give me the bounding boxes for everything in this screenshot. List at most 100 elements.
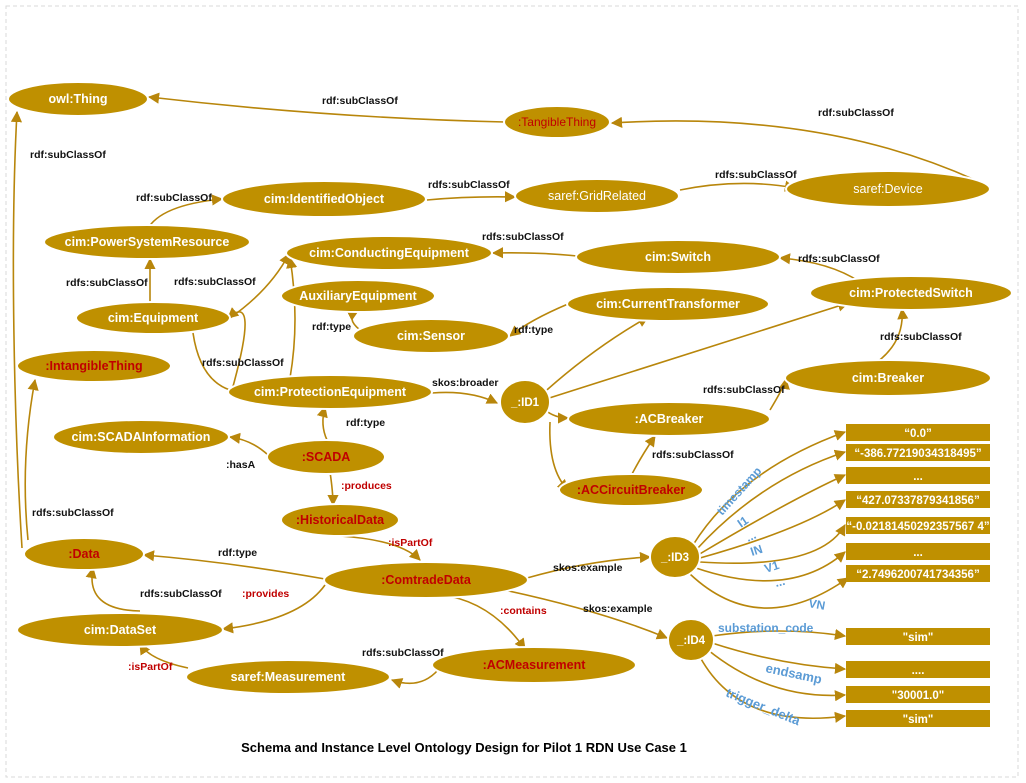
value-box: “2.7496200741734356” xyxy=(846,565,990,582)
svg-text:"30001.0": "30001.0" xyxy=(892,690,944,702)
svg-text:...: ... xyxy=(913,547,923,559)
svg-text:cim:SCADAInformation: cim:SCADAInformation xyxy=(72,430,211,444)
svg-text:...: ... xyxy=(913,471,923,483)
node-historical-data[interactable]: :HistoricalData xyxy=(280,503,400,537)
svg-text::Data: :Data xyxy=(68,547,100,561)
node-id3[interactable]: _:ID3 xyxy=(649,535,701,579)
label-switch-conducting: rdfs:subClassOf xyxy=(482,231,564,243)
node-ac-measurement[interactable]: :ACMeasurement xyxy=(431,646,637,684)
node-switch[interactable]: cim:Switch xyxy=(575,239,781,275)
label-acm-measurement: rdfs:subClassOf xyxy=(362,647,444,659)
node-current-transformer[interactable]: cim:CurrentTransformer xyxy=(566,286,770,322)
svg-text:“0.0”: “0.0” xyxy=(904,428,932,440)
svg-text:saref:Measurement: saref:Measurement xyxy=(231,670,346,684)
value-box: "30001.0" xyxy=(846,686,990,703)
node-owl-thing[interactable]: owl:Thing xyxy=(7,81,149,117)
label-id3-prop-1: I1 xyxy=(735,513,751,530)
edge-produces xyxy=(327,471,339,507)
node-id1[interactable]: _:ID1 xyxy=(499,379,551,425)
edge-device-tangible xyxy=(610,116,976,181)
svg-text:cim:Sensor: cim:Sensor xyxy=(397,329,465,343)
node-intangible-thing[interactable]: :IntangibleThing xyxy=(16,349,172,383)
id3-value-boxes: “0.0” “-386.77219034318495” ... “427.073… xyxy=(846,424,990,582)
node-breaker[interactable]: cim:Breaker xyxy=(784,359,992,397)
node-ac-breaker[interactable]: :ACBreaker xyxy=(567,401,771,437)
node-protection-equipment[interactable]: cim:ProtectionEquipment xyxy=(227,374,433,410)
svg-text:“-386.77219034318495”: “-386.77219034318495” xyxy=(854,448,981,460)
edge-skos-broader xyxy=(431,391,499,404)
node-power-system-resource[interactable]: cim:PowerSystemResource xyxy=(43,224,251,260)
edge-provides xyxy=(221,584,326,634)
node-device[interactable]: saref:Device xyxy=(785,170,991,208)
label-grid-device: rdfs:subClassOf xyxy=(715,169,797,181)
svg-text:“427.07337879341856”: “427.07337879341856” xyxy=(856,495,979,507)
label-acb-acbreaker: rdfs:subClassOf xyxy=(652,449,734,461)
svg-text:cim:PowerSystemResource: cim:PowerSystemResource xyxy=(65,235,230,249)
label-skos-example-id3: skos:example xyxy=(553,562,623,574)
svg-text:cim:Equipment: cim:Equipment xyxy=(108,311,199,325)
node-sensor[interactable]: cim:Sensor xyxy=(352,318,510,354)
node-equipment[interactable]: cim:Equipment xyxy=(75,301,231,335)
label-sensor-aux: rdf:type xyxy=(312,321,351,333)
svg-text:“-0.02181450292357567 4”: “-0.02181450292357567 4” xyxy=(846,521,989,533)
label-id1-ct: rdf:type xyxy=(514,324,553,336)
node-tangible-thing[interactable]: :TangibleThing xyxy=(503,105,611,139)
label-id4-prop-0: substation_code xyxy=(718,621,814,635)
svg-text::ACMeasurement: :ACMeasurement xyxy=(483,658,587,672)
value-box: ... xyxy=(846,543,990,560)
svg-text::IntangibleThing: :IntangibleThing xyxy=(45,359,142,373)
svg-text:_:ID3: _:ID3 xyxy=(660,552,689,564)
label-breaker-protected: rdfs:subClassOf xyxy=(880,331,962,343)
node-scada[interactable]: :SCADA xyxy=(266,439,386,475)
edge-id3-v6 xyxy=(689,573,849,609)
svg-text:cim:DataSet: cim:DataSet xyxy=(84,623,157,637)
value-box: ... xyxy=(846,467,990,484)
label-id3-prop-4: V1 xyxy=(763,558,782,576)
label-psr-identified: rdf:subClassOf xyxy=(136,192,212,204)
edge-id3-v1 xyxy=(695,449,847,551)
label-equipment-psr: rdfs:subClassOf xyxy=(66,277,148,289)
label-skos-broader: skos:broader xyxy=(432,377,499,389)
svg-text:“2.7496200741734356”: “2.7496200741734356” xyxy=(856,569,979,581)
svg-text:_:ID1: _:ID1 xyxy=(510,397,540,409)
node-scada-information[interactable]: cim:SCADAInformation xyxy=(52,419,230,455)
node-conducting-equipment[interactable]: cim:ConductingEquipment xyxy=(285,235,493,271)
diagram-frame xyxy=(5,5,1019,778)
edge-comtrade-type xyxy=(142,550,326,580)
label-protection-equipment: rdfs:subClassOf xyxy=(202,357,284,369)
node-id4[interactable]: _:ID4 xyxy=(667,618,715,662)
svg-text::TangibleThing: :TangibleThing xyxy=(518,115,596,129)
node-data[interactable]: :Data xyxy=(23,537,145,571)
edge-sensor-ct xyxy=(509,303,569,337)
svg-text::HistoricalData: :HistoricalData xyxy=(296,513,385,527)
node-auxiliary-equipment[interactable]: AuxiliaryEquipment xyxy=(280,279,436,313)
node-measurement[interactable]: saref:Measurement xyxy=(185,659,391,695)
node-comtrade-data[interactable]: :ComtradeData xyxy=(323,561,529,599)
node-identified-object[interactable]: cim:IdentifiedObject xyxy=(221,180,427,218)
label-conducting-equipment: rdfs:subClassOf xyxy=(174,276,256,288)
edge-id3-v0 xyxy=(692,430,847,546)
svg-text::ACBreaker: :ACBreaker xyxy=(635,412,704,426)
edge-comtrade-id3 xyxy=(526,551,652,579)
label-produces: :produces xyxy=(341,480,392,492)
edge-data-intangible xyxy=(24,378,39,541)
edge-id1-acb xyxy=(549,421,569,491)
edge-id4-v3 xyxy=(699,656,847,723)
svg-text:saref:GridRelated: saref:GridRelated xyxy=(548,189,646,203)
value-box: "sim" xyxy=(846,710,990,727)
svg-text:"sim": "sim" xyxy=(903,632,934,644)
node-ac-circuit-breaker[interactable]: :ACCircuitBreaker xyxy=(558,473,704,507)
node-protected-switch[interactable]: cim:ProtectedSwitch xyxy=(809,275,1013,311)
node-grid-related[interactable]: saref:GridRelated xyxy=(514,178,680,214)
edge-contains xyxy=(439,594,526,650)
svg-text:owl:Thing: owl:Thing xyxy=(48,92,107,106)
node-dataset[interactable]: cim:DataSet xyxy=(16,612,224,648)
svg-text:cim:CurrentTransformer: cim:CurrentTransformer xyxy=(596,297,740,311)
edge-switch-conducting xyxy=(491,247,578,259)
svg-text::ACCircuitBreaker: :ACCircuitBreaker xyxy=(577,483,686,497)
value-box: .... xyxy=(846,661,990,678)
edge-sensor-aux xyxy=(346,310,361,331)
svg-text:cim:IdentifiedObject: cim:IdentifiedObject xyxy=(264,192,385,206)
svg-text:_:ID4: _:ID4 xyxy=(676,635,706,647)
